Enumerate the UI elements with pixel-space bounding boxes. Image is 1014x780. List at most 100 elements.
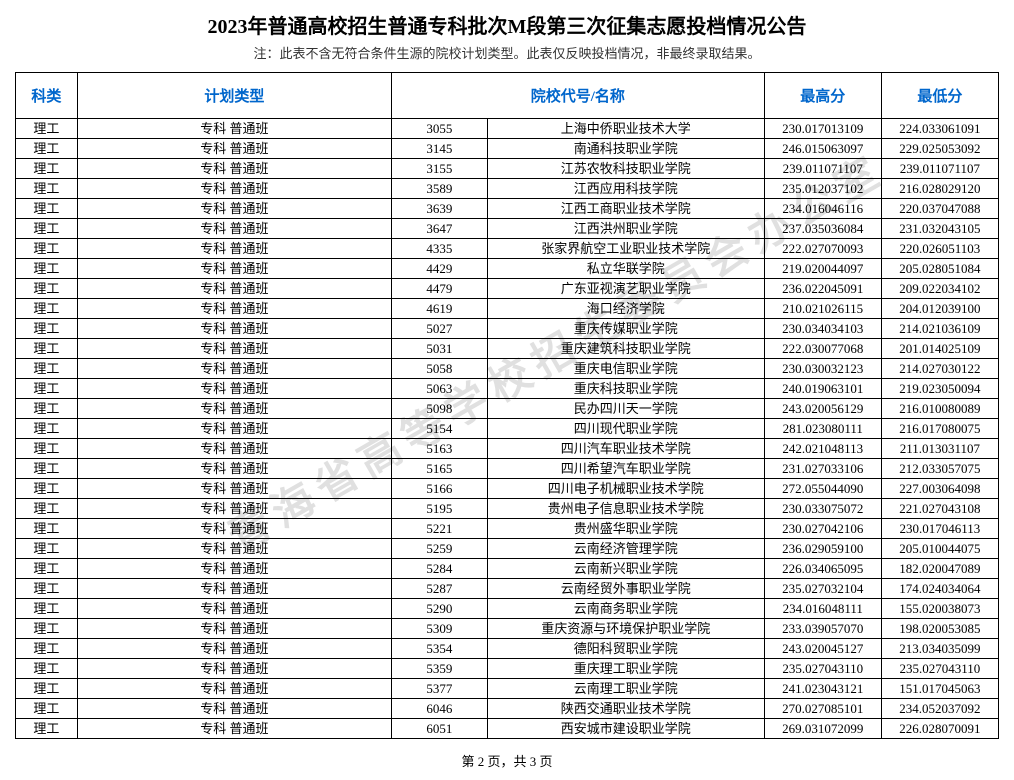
table-row: 理工专科 普通班5165四川希望汽车职业学院231.027033106212.0… <box>16 459 999 479</box>
cell-name: 张家界航空工业职业技术学院 <box>487 239 764 259</box>
cell-name: 江西工商职业技术学院 <box>487 199 764 219</box>
cell-high: 243.020045127 <box>764 639 881 659</box>
cell-plan-type: 专科 普通班 <box>77 299 391 319</box>
cell-high: 237.035036084 <box>764 219 881 239</box>
cell-code: 4479 <box>391 279 487 299</box>
cell-name: 广东亚视演艺职业学院 <box>487 279 764 299</box>
cell-name: 重庆建筑科技职业学院 <box>487 339 764 359</box>
cell-code: 5377 <box>391 679 487 699</box>
cell-code: 3145 <box>391 139 487 159</box>
cell-plan-type: 专科 普通班 <box>77 479 391 499</box>
cell-name: 四川电子机械职业技术学院 <box>487 479 764 499</box>
cell-name: 云南理工职业学院 <box>487 679 764 699</box>
cell-low: 231.032043105 <box>881 219 998 239</box>
cell-high: 243.020056129 <box>764 399 881 419</box>
cell-category: 理工 <box>16 599 78 619</box>
cell-name: 南通科技职业学院 <box>487 139 764 159</box>
cell-name: 贵州盛华职业学院 <box>487 519 764 539</box>
cell-high: 230.027042106 <box>764 519 881 539</box>
cell-plan-type: 专科 普通班 <box>77 139 391 159</box>
cell-category: 理工 <box>16 659 78 679</box>
cell-category: 理工 <box>16 179 78 199</box>
cell-plan-type: 专科 普通班 <box>77 699 391 719</box>
cell-code: 6046 <box>391 699 487 719</box>
cell-code: 5221 <box>391 519 487 539</box>
cell-low: 182.020047089 <box>881 559 998 579</box>
header-low: 最低分 <box>881 73 998 119</box>
cell-plan-type: 专科 普通班 <box>77 359 391 379</box>
cell-name: 四川汽车职业技术学院 <box>487 439 764 459</box>
cell-category: 理工 <box>16 299 78 319</box>
cell-category: 理工 <box>16 499 78 519</box>
cell-category: 理工 <box>16 559 78 579</box>
cell-plan-type: 专科 普通班 <box>77 679 391 699</box>
cell-high: 210.021026115 <box>764 299 881 319</box>
cell-plan-type: 专科 普通班 <box>77 339 391 359</box>
cell-code: 3155 <box>391 159 487 179</box>
cell-plan-type: 专科 普通班 <box>77 579 391 599</box>
cell-low: 209.022034102 <box>881 279 998 299</box>
cell-name: 重庆传媒职业学院 <box>487 319 764 339</box>
cell-name: 江苏农牧科技职业学院 <box>487 159 764 179</box>
cell-code: 3589 <box>391 179 487 199</box>
header-category: 科类 <box>16 73 78 119</box>
table-row: 理工专科 普通班6051西安城市建设职业学院269.031072099226.0… <box>16 719 999 739</box>
cell-name: 云南商务职业学院 <box>487 599 764 619</box>
cell-high: 222.030077068 <box>764 339 881 359</box>
cell-code: 5031 <box>391 339 487 359</box>
cell-low: 205.028051084 <box>881 259 998 279</box>
table-row: 理工专科 普通班5166四川电子机械职业技术学院272.055044090227… <box>16 479 999 499</box>
cell-code: 5098 <box>391 399 487 419</box>
table-row: 理工专科 普通班6046陕西交通职业技术学院270.027085101234.0… <box>16 699 999 719</box>
table-row: 理工专科 普通班3145南通科技职业学院246.015063097229.025… <box>16 139 999 159</box>
cell-high: 236.029059100 <box>764 539 881 559</box>
cell-high: 226.034065095 <box>764 559 881 579</box>
header-school: 院校代号/名称 <box>391 73 764 119</box>
cell-high: 270.027085101 <box>764 699 881 719</box>
cell-code: 5027 <box>391 319 487 339</box>
cell-category: 理工 <box>16 139 78 159</box>
header-plan-type: 计划类型 <box>77 73 391 119</box>
cell-low: 174.024034064 <box>881 579 998 599</box>
table-row: 理工专科 普通班4479广东亚视演艺职业学院236.022045091209.0… <box>16 279 999 299</box>
cell-low: 230.017046113 <box>881 519 998 539</box>
cell-high: 230.034034103 <box>764 319 881 339</box>
table-row: 理工专科 普通班3647江西洪州职业学院237.035036084231.032… <box>16 219 999 239</box>
cell-code: 5195 <box>391 499 487 519</box>
cell-plan-type: 专科 普通班 <box>77 379 391 399</box>
cell-code: 5165 <box>391 459 487 479</box>
cell-high: 240.019063101 <box>764 379 881 399</box>
cell-category: 理工 <box>16 319 78 339</box>
cell-plan-type: 专科 普通班 <box>77 619 391 639</box>
page-note: 注：此表不含无符合条件生源的院校计划类型。此表仅反映投档情况，非最终录取结果。 <box>15 43 999 62</box>
cell-plan-type: 专科 普通班 <box>77 559 391 579</box>
cell-category: 理工 <box>16 359 78 379</box>
table-row: 理工专科 普通班5377云南理工职业学院241.023043121151.017… <box>16 679 999 699</box>
cell-name: 江西洪州职业学院 <box>487 219 764 239</box>
cell-code: 5287 <box>391 579 487 599</box>
cell-low: 226.028070091 <box>881 719 998 739</box>
cell-name: 江西应用科技学院 <box>487 179 764 199</box>
cell-low: 229.025053092 <box>881 139 998 159</box>
cell-high: 235.027043110 <box>764 659 881 679</box>
cell-code: 3055 <box>391 119 487 139</box>
cell-category: 理工 <box>16 539 78 559</box>
cell-name: 四川希望汽车职业学院 <box>487 459 764 479</box>
cell-high: 246.015063097 <box>764 139 881 159</box>
table-row: 理工专科 普通班4619海口经济学院210.021026115204.01203… <box>16 299 999 319</box>
cell-code: 6051 <box>391 719 487 739</box>
cell-low: 213.034035099 <box>881 639 998 659</box>
cell-low: 235.027043110 <box>881 659 998 679</box>
page-title: 2023年普通高校招生普通专科批次M段第三次征集志愿投档情况公告 <box>15 10 999 39</box>
cell-plan-type: 专科 普通班 <box>77 119 391 139</box>
cell-code: 5063 <box>391 379 487 399</box>
cell-category: 理工 <box>16 699 78 719</box>
cell-code: 5309 <box>391 619 487 639</box>
cell-high: 230.033075072 <box>764 499 881 519</box>
cell-high: 235.027032104 <box>764 579 881 599</box>
cell-name: 西安城市建设职业学院 <box>487 719 764 739</box>
cell-code: 5284 <box>391 559 487 579</box>
cell-high: 233.039057070 <box>764 619 881 639</box>
cell-code: 5163 <box>391 439 487 459</box>
table-row: 理工专科 普通班5284云南新兴职业学院226.034065095182.020… <box>16 559 999 579</box>
